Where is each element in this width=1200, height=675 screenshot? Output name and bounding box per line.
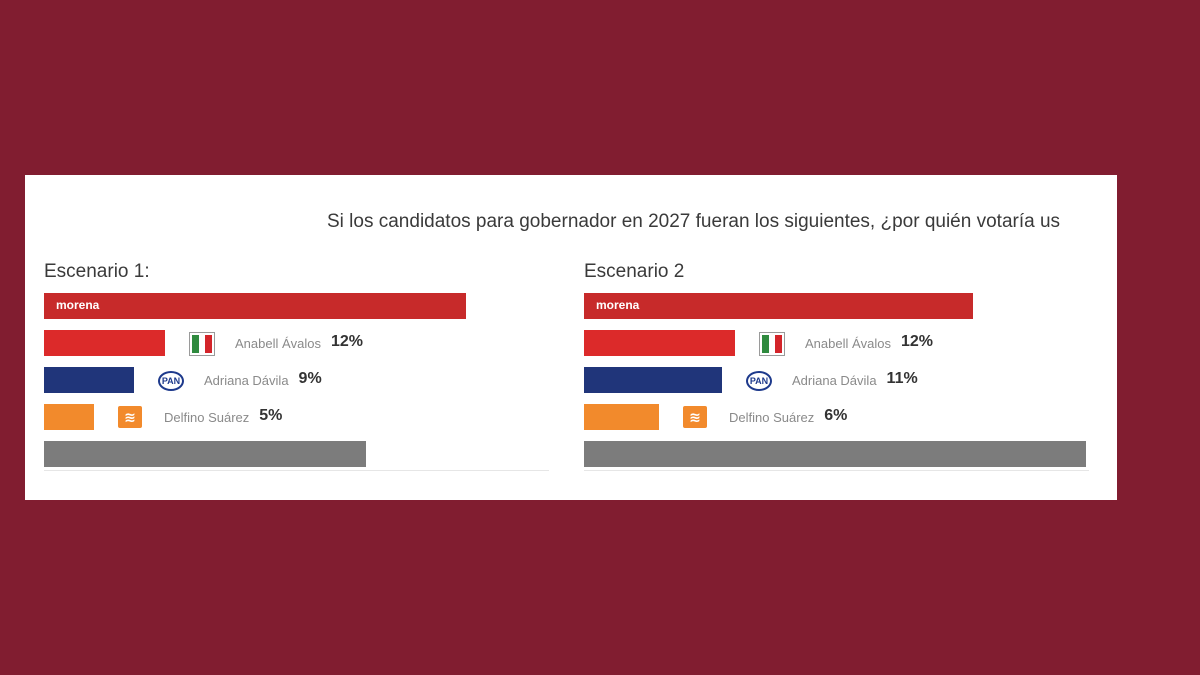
mc-logo-icon: ≋ (118, 406, 142, 428)
candidate-name: Adriana Dávila (792, 373, 877, 388)
bar-value-label: 11% (886, 370, 918, 387)
candidate-name: Anabell Ávalos (235, 336, 321, 351)
candidate-name: Delfino Suárez (164, 410, 250, 425)
bar-indefinido (44, 441, 366, 467)
party-label: morena (596, 298, 640, 312)
candidate-name: Adriana Dávila (204, 373, 289, 388)
pan-logo-icon: PAN (746, 371, 772, 391)
scenario-2-title: Escenario 2 (584, 261, 685, 282)
mc-logo-icon: ≋ (683, 406, 707, 428)
bar-value-label: 6% (824, 407, 848, 424)
bar-pri (44, 330, 165, 356)
candidate-name: Anabell Ávalos (805, 336, 891, 351)
bar-morena (44, 293, 466, 319)
pan-logo-icon: PAN (158, 371, 184, 391)
pri-logo-icon (759, 332, 785, 356)
chart-baseline (584, 470, 1089, 471)
bar-pan (44, 367, 134, 393)
chart-baseline (44, 470, 549, 471)
scenario-1-title: Escenario 1: (44, 261, 150, 282)
bar-value-label: 12% (331, 333, 364, 350)
poll-panel: Si los candidatos para gobernador en 202… (25, 175, 1117, 500)
bar-mc (44, 404, 94, 430)
bar-mc (584, 404, 659, 430)
bar-value-label: 5% (259, 407, 283, 424)
party-label: morena (56, 298, 100, 312)
bar-pan (584, 367, 722, 393)
bar-value-label: 12% (901, 333, 934, 350)
candidate-name: Delfino Suárez (729, 410, 815, 425)
bar-value-label: 9% (298, 370, 322, 387)
bar-morena (584, 293, 973, 319)
bar-indefinido (584, 441, 1086, 467)
poll-question-headline: Si los candidatos para gobernador en 202… (327, 211, 1061, 232)
pri-logo-icon (189, 332, 215, 356)
bar-pri (584, 330, 735, 356)
